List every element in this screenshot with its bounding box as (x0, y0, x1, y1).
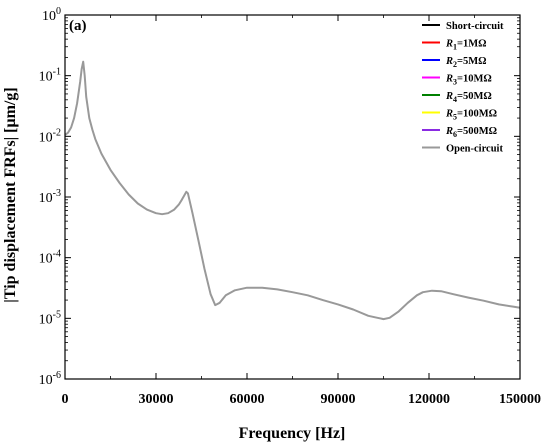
x-tick-label: 60000 (230, 392, 265, 407)
y-tick-label: 10-6 (39, 370, 61, 388)
x-tick-label: 150000 (499, 392, 541, 407)
legend-label: Open-circuit (446, 144, 503, 155)
ticks-layer: 100 10-1 10-2 10-3 10-4 10-5 10-60 30000 60000 90… (39, 6, 541, 407)
plot-frame (64, 14, 521, 380)
x-tick-label: 30000 (139, 392, 174, 407)
y-tick-label: 100 (42, 6, 61, 24)
panel-label: (a) (69, 18, 87, 34)
x-tick-label: 90000 (321, 392, 356, 407)
x-axis-title: Frequency [Hz] (239, 425, 346, 442)
legend-label: R5=100MΩ (445, 109, 497, 122)
y-tick-label: 10-5 (39, 309, 61, 327)
series-line-open-circuit (64, 60, 521, 321)
legend: Short-circuit R1=1MΩ R2=5MΩ R3=10MΩ R4=50MΩ R… (422, 21, 504, 155)
y-axis-title: |Tip displacement FRFs| [μm/g] (2, 87, 19, 302)
y-tick-label: 10-3 (39, 188, 61, 206)
x-tick-label: 120000 (408, 392, 450, 407)
legend-label: R3=10MΩ (445, 74, 492, 87)
curve-layer (64, 60, 521, 321)
legend-label: R2=5MΩ (445, 56, 487, 69)
y-tick-label: 10-2 (39, 127, 61, 145)
y-tick-label: 10-1 (39, 67, 61, 85)
y-tick-label: 10-4 (39, 249, 61, 267)
legend-label: R4=50MΩ (445, 91, 492, 104)
legend-label: Short-circuit (446, 21, 504, 32)
legend-label: R6=500MΩ (445, 126, 497, 139)
x-tick-label: 0 (62, 392, 69, 407)
axes-layer (64, 14, 521, 380)
legend-label: R1=1MΩ (445, 39, 487, 52)
